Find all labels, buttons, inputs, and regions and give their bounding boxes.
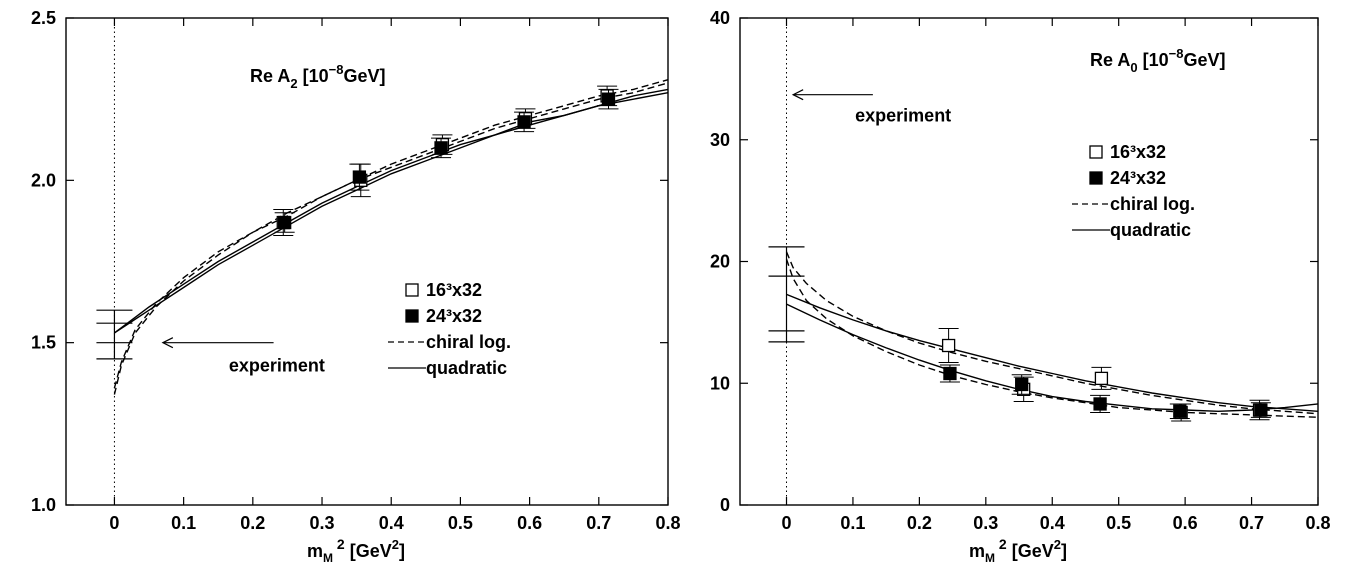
chart-title: Re A0 [10−8GeV]	[1090, 46, 1225, 75]
chiral-log-curve	[785, 258, 1319, 418]
x-tick-label: 0.8	[655, 513, 680, 533]
experiment-arrow-head	[791, 89, 804, 101]
data-point-24x32	[1015, 377, 1029, 392]
legend-label: 24³x32	[1110, 168, 1166, 188]
legend-label: chiral log.	[1110, 194, 1195, 214]
y-tick-label: 1.5	[31, 333, 56, 353]
x-tick-label: 0.3	[973, 513, 998, 533]
x-tick-label: 0	[781, 513, 791, 533]
x-tick-label: 0	[109, 513, 119, 533]
chart-title: Re A2 [10−8GeV]	[250, 62, 385, 91]
chiral-log-curve	[785, 251, 1319, 415]
chiral-log-curve	[113, 79, 669, 395]
legend-marker	[405, 283, 419, 297]
legend-label: quadratic	[1110, 220, 1191, 240]
data-point-16x32	[941, 338, 956, 353]
legend-label: 16³x32	[1110, 142, 1166, 162]
data-point-24x32	[1173, 404, 1187, 418]
quadratic-curve	[786, 303, 1319, 413]
x-tick-label: 0.6	[517, 513, 542, 533]
quadratic-curve	[786, 293, 1319, 412]
y-tick-label: 2.0	[31, 170, 56, 190]
legend-marker	[1089, 171, 1103, 185]
legend-label: quadratic	[426, 358, 507, 378]
x-tick-label: 0.5	[1106, 513, 1131, 533]
x-tick-label: 0.1	[840, 513, 865, 533]
data-point-24x32	[1093, 397, 1107, 411]
x-tick-label: 0.2	[907, 513, 932, 533]
data-point-16x32	[1094, 371, 1109, 386]
chart-re-a0: 0 0.1 0.2 0.3 0.4 0.5 0.6 0.7 0.8 0 10 20 30 40 Re A0 …	[710, 8, 1331, 564]
x-tick-label: 0.2	[240, 513, 265, 533]
y-tick-label: 40	[710, 8, 730, 28]
y-tick-label: 2.5	[31, 8, 56, 28]
legend-label: chiral log.	[426, 332, 511, 352]
data-point-24x32	[278, 215, 292, 230]
y-tick-label: 20	[710, 252, 730, 272]
x-axis-label: mM 2 [GeV2]	[307, 536, 405, 564]
x-tick-label: 0.4	[1040, 513, 1065, 533]
x-tick-label: 0.4	[379, 513, 404, 533]
x-tick-label: 0.1	[171, 513, 196, 533]
y-tick-label: 30	[710, 130, 730, 150]
x-tick-label: 0.5	[448, 513, 473, 533]
data-point-24x32	[434, 141, 448, 155]
x-tick-label: 0.7	[586, 513, 611, 533]
data-point-24x32	[943, 366, 957, 381]
quadratic-curve	[114, 88, 669, 334]
legend-label: 16³x32	[426, 280, 482, 300]
y-tick-label: 1.0	[31, 495, 56, 515]
experiment-arrow-head	[161, 337, 174, 349]
x-axis-label: mM 2 [GeV2]	[969, 536, 1067, 564]
y-tick-label: 0	[720, 495, 730, 515]
legend-label: 24³x32	[426, 306, 482, 326]
plot-frame	[65, 17, 669, 506]
legend-marker	[405, 309, 419, 323]
chart-re-a2: 0 0.1 0.2 0.3 0.4 0.5 0.6 0.7 0.8 1.0 1.5 2.0 2.5 Re …	[31, 8, 681, 564]
quadratic-curve	[113, 92, 669, 334]
x-tick-label: 0.6	[1173, 513, 1198, 533]
x-tick-label: 0.3	[310, 513, 335, 533]
plot-frame	[739, 17, 1319, 506]
data-point-24x32	[1254, 403, 1268, 417]
experiment-label: experiment	[229, 356, 325, 376]
x-tick-label: 0.8	[1305, 513, 1330, 533]
data-point-24x32	[601, 92, 616, 106]
x-tick-label: 0.7	[1239, 513, 1264, 533]
legend-marker	[1089, 145, 1103, 159]
y-tick-label: 10	[710, 373, 730, 393]
data-point-24x32	[517, 115, 531, 129]
data-point-24x32	[352, 170, 367, 184]
experiment-label: experiment	[855, 106, 951, 126]
